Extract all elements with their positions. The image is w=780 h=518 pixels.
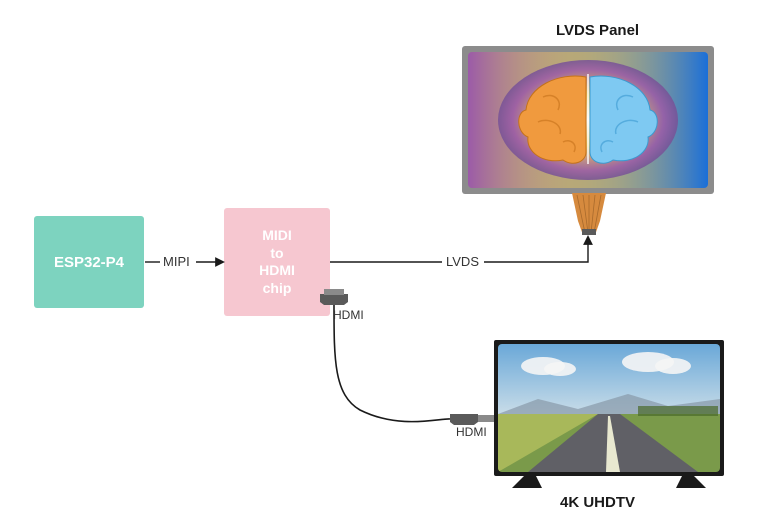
edge-hdmi-bot-label: HDMI [456,425,487,439]
uhdtv-title: 4K UHDTV [560,494,635,511]
edge-mipi-label: MIPI [163,254,190,269]
uhdtv-image [498,344,720,472]
node-esp32: ESP32-P4 [34,216,144,308]
lvds-panel-frame [462,46,714,194]
edge-lvds-label: LVDS [446,254,479,269]
uhdtv-screen [498,344,720,472]
node-chip-label: MIDI to HDMI chip [259,227,295,297]
node-esp32-label: ESP32-P4 [54,254,124,271]
node-chip: MIDI to HDMI chip [224,208,330,316]
lvds-panel-image [468,52,708,188]
hdmi-connector-bottom [450,414,494,425]
uhdtv-frame [494,340,724,476]
lvds-panel-title: LVDS Panel [556,22,639,39]
lvds-panel-ribbon [568,193,610,235]
lvds-panel-screen [468,52,708,188]
edge-hdmi-top-label: HDMI [333,308,364,322]
